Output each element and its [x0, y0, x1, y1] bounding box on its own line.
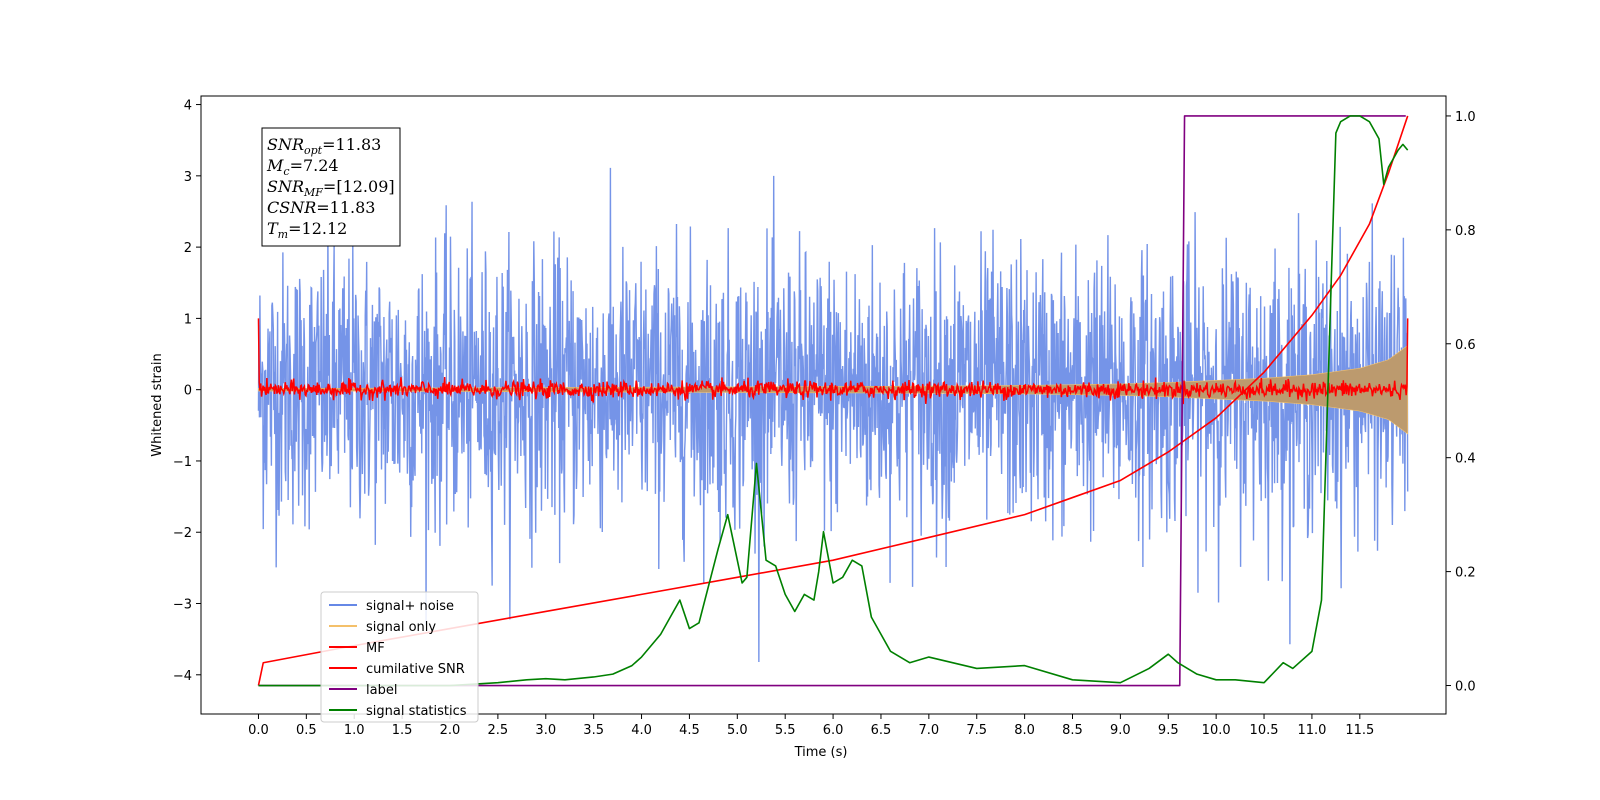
series-signal-noise [257, 167, 1409, 662]
x-tick-label: 7.0 [919, 723, 940, 738]
y-right-tick-label: 0.2 [1455, 566, 1476, 581]
y-left-tick-label: 3 [184, 170, 192, 185]
y-axis-left: 4 3 2 1 0 −1 −2 −3 −4 [173, 99, 201, 684]
legend-label: signal only [366, 620, 436, 635]
x-tick-label: 7.5 [966, 723, 987, 738]
legend-label: MF [366, 641, 385, 656]
series-signal-statistics [258, 115, 1409, 687]
plot-frame [200, 95, 1447, 715]
y-left-tick-label: −4 [173, 669, 192, 684]
y-axis-left-label: Whitened strain [150, 353, 165, 456]
x-tick-label: 6.0 [823, 723, 844, 738]
signal-noise-line [257, 167, 1409, 662]
x-tick-label: 3.5 [583, 723, 604, 738]
y-left-tick-label: −2 [173, 526, 192, 541]
y-left-tick-label: −1 [173, 455, 192, 470]
legend-label: cumilative SNR [366, 662, 465, 677]
mf-line [257, 318, 1409, 405]
y-left-tick-label: 2 [184, 241, 192, 256]
x-axis-label: Time (s) [794, 745, 848, 760]
annotation-box: SNRopt=11.83Mc=7.24SNRMF=[12.09]CSNR=11.… [261, 127, 401, 247]
x-tick-label: 4.5 [679, 723, 700, 738]
series-mf [257, 318, 1409, 405]
x-tick-label: 4.0 [631, 723, 652, 738]
x-tick-label: 8.0 [1014, 723, 1035, 738]
x-tick-label: 9.5 [1158, 723, 1179, 738]
x-tick-label: 10.0 [1202, 723, 1231, 738]
x-tick-label: 2.0 [440, 723, 461, 738]
x-axis: 0.0 0.5 1.0 1.5 2.0 2.5 3.0 3.5 4.0 4.5 5.0 5.5 6.0 6… [248, 714, 1374, 738]
annotation-frame [261, 127, 401, 247]
annotation-line: SNRopt=11.83 [267, 135, 381, 157]
y-right-tick-label: 0.8 [1455, 224, 1476, 239]
legend-label: signal statistics [366, 704, 467, 719]
y-right-tick-label: 0.6 [1455, 338, 1476, 353]
annotation-line: CSNR=11.83 [267, 198, 375, 217]
y-left-tick-label: 0 [184, 384, 192, 399]
x-tick-label: 8.5 [1062, 723, 1083, 738]
y-left-tick-label: −3 [173, 598, 192, 613]
x-tick-label: 9.0 [1110, 723, 1131, 738]
label-line [258, 115, 1406, 687]
x-tick-label: 10.5 [1250, 723, 1279, 738]
x-tick-label: 3.0 [535, 723, 556, 738]
y-left-tick-label: 1 [184, 312, 192, 327]
x-tick-label: 0.5 [296, 723, 317, 738]
x-tick-label: 5.5 [775, 723, 796, 738]
y-right-tick-label: 0.0 [1455, 680, 1476, 695]
y-right-tick-label: 1.0 [1455, 110, 1476, 125]
y-right-tick-label: 0.4 [1455, 452, 1476, 467]
x-tick-label: 1.5 [392, 723, 413, 738]
annotation-line: Tm=12.12 [267, 219, 347, 241]
legend-label: label [366, 683, 397, 698]
x-tick-label: 1.0 [344, 723, 365, 738]
y-left-tick-label: 4 [184, 99, 192, 114]
series-label [258, 115, 1406, 687]
x-tick-label: 11.5 [1345, 723, 1374, 738]
x-tick-label: 6.5 [871, 723, 892, 738]
x-tick-label: 5.0 [727, 723, 748, 738]
legend-frame [320, 591, 479, 723]
annotation-line: Mc=7.24 [266, 156, 339, 178]
signal-statistics-line [258, 115, 1409, 687]
x-tick-label: 0.0 [248, 723, 269, 738]
x-tick-label: 11.0 [1297, 723, 1326, 738]
legend-label: signal+ noise [366, 599, 454, 614]
legend: signal+ noise signal only MF cumilative SNR… [320, 591, 479, 723]
annotation-line: SNRMF=[12.09] [267, 177, 395, 199]
y-axis-right: 1.0 0.8 0.6 0.4 0.2 0.0 [1446, 110, 1476, 695]
x-tick-label: 2.5 [488, 723, 509, 738]
